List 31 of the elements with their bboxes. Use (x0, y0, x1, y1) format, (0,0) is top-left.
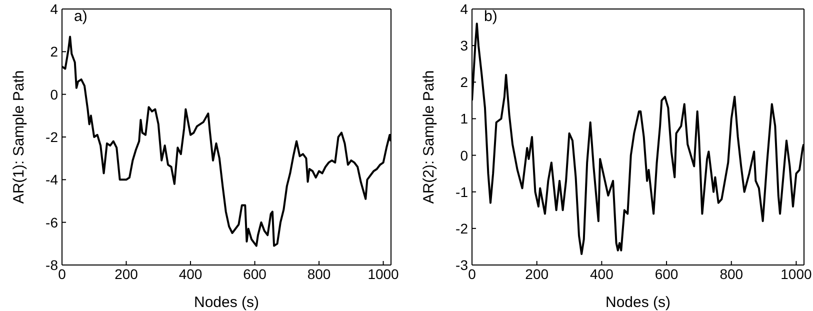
y-tick-label: -8 (46, 256, 58, 273)
y-axis-title: AR(2): Sample Path (420, 70, 438, 204)
x-tick-label: 800 (720, 266, 744, 282)
y-tick-label: 3 (460, 38, 468, 54)
x-tick-label: 1000 (368, 266, 400, 282)
y-tick-label: 0 (50, 86, 58, 102)
x-tick-label: 1000 (780, 266, 812, 282)
y-tick-label: 4 (50, 0, 58, 17)
y-tick-label: -2 (456, 220, 468, 236)
x-tick-label: 600 (243, 266, 267, 282)
x-axis-title: Nodes (s) (605, 294, 671, 311)
x-axis-title: Nodes (s) (194, 294, 260, 311)
x-tick-label: 200 (114, 266, 138, 282)
y-tick-label: -2 (46, 128, 58, 145)
y-tick-label: -1 (456, 184, 468, 200)
y-tick-label: 2 (460, 74, 468, 90)
x-tick-label: 400 (178, 266, 202, 282)
y-tick-label: 1 (460, 110, 468, 127)
y-tick-label: 2 (50, 44, 58, 60)
y-tick-label: -3 (456, 256, 468, 273)
y-tick-label: 4 (460, 0, 468, 17)
x-tick-label: 200 (525, 266, 549, 282)
annotation: a) (74, 8, 88, 25)
y-tick-label: 0 (460, 147, 468, 164)
y-tick-label: -4 (46, 172, 58, 188)
x-tick-label: 600 (654, 266, 678, 282)
x-tick-label: 400 (590, 266, 614, 282)
x-tick-label: 800 (307, 266, 331, 282)
y-axis-title: AR(1): Sample Path (10, 70, 28, 204)
annotation: b) (484, 8, 498, 25)
y-tick-label: -6 (46, 214, 58, 230)
